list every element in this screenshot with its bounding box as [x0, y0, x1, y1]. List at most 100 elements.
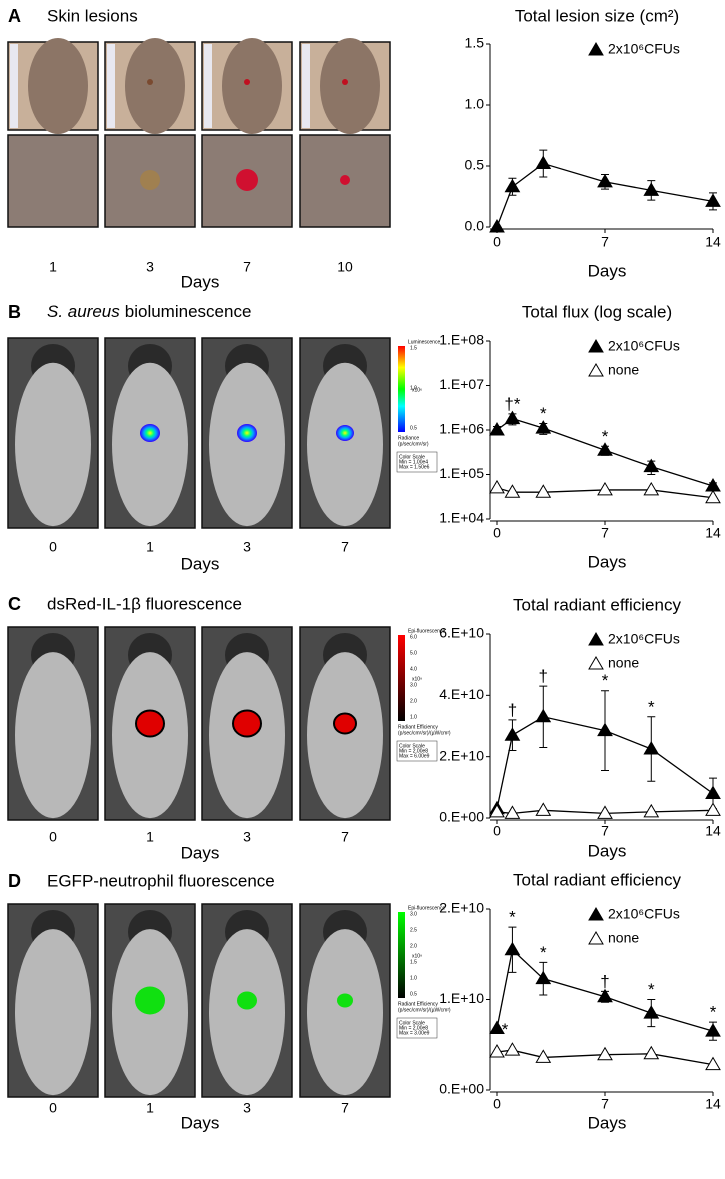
y-tick-label: 1.E+10 [439, 990, 484, 1006]
signal-spot [237, 991, 257, 1010]
day-label: 1 [146, 1100, 154, 1116]
colorbar-label: Radiance [398, 435, 419, 441]
series-line [496, 716, 714, 809]
legend-symbol [588, 931, 604, 945]
colorbar-tick: 4.0 [410, 666, 417, 672]
y-tick-label: 2.E+10 [439, 900, 484, 916]
colorbar-tick: 0.5 [410, 425, 417, 431]
data-point [535, 420, 552, 434]
x-tick-label: 14 [705, 525, 721, 541]
x-tick-label: 0 [493, 234, 501, 250]
colorbar-max: Max = 1.50e6 [399, 464, 430, 470]
colorbar-min: Min = 2.00e8 [399, 748, 428, 754]
colorbar-title: Luminescence [408, 339, 440, 345]
significance-mark: † [539, 667, 548, 686]
lesion [140, 170, 160, 190]
colorbar-tick: 2.5 [410, 927, 417, 933]
mouse-body [15, 652, 91, 819]
y-tick-label: 1.E+08 [439, 332, 484, 348]
data-point [504, 178, 521, 193]
y-tick-label: 0.E+00 [439, 1081, 484, 1097]
y-tick-label: 0.0 [465, 218, 485, 234]
colorbar-tick: 1.0 [410, 714, 417, 720]
mouse-back [28, 38, 88, 134]
x-tick-label: 7 [601, 234, 609, 250]
colorbar-box [396, 1017, 438, 1039]
x-tick-label: 14 [705, 823, 721, 839]
legend-symbol [588, 363, 604, 377]
days-label: Days [181, 843, 220, 862]
day-label: 1 [146, 539, 154, 555]
significance-mark: * [502, 1020, 509, 1039]
data-point [489, 803, 505, 818]
significance-mark: * [602, 671, 609, 690]
x-tick-label: 7 [601, 525, 609, 541]
x-axis-label: Days [588, 261, 627, 280]
photo [7, 134, 99, 228]
colorbar-tick: 5.0 [410, 650, 417, 656]
ruler [302, 44, 310, 128]
signal-spot [333, 712, 357, 735]
data-point [535, 1049, 552, 1063]
lesion [340, 175, 350, 185]
significance-mark: † [508, 700, 517, 719]
colorbar-scale: Color Scale [399, 1020, 425, 1026]
day-label: 10 [337, 259, 353, 275]
days-label: Days [181, 1113, 220, 1132]
y-tick-label: 1.5 [465, 35, 485, 51]
significance-mark: * [509, 908, 516, 927]
data-point [643, 182, 660, 196]
panel-title: S. aureus bioluminescence [47, 302, 251, 321]
colorbar-unit: x10⁹ [412, 953, 422, 959]
mouse-body [112, 362, 188, 527]
panel-letter: B [8, 302, 21, 322]
colorbar-box [396, 740, 438, 762]
colorbar-title: Epi-fluorescence [408, 628, 445, 634]
data-point [643, 458, 660, 473]
signal-spot [140, 424, 160, 442]
data-point [643, 481, 660, 496]
colorbar-tick: 1.0 [410, 975, 417, 981]
y-tick-label: 1.0 [465, 96, 485, 112]
data-point [705, 193, 721, 207]
y-tick-label: 1.E+07 [439, 376, 484, 392]
colorbar-tick: 1.5 [410, 345, 417, 351]
data-point [504, 484, 521, 498]
colorbar-label: Radiant Efficiency [398, 1001, 438, 1007]
panel-title: dsRed-IL-1β fluorescence [47, 594, 242, 613]
colorbar-title: Epi-fluorescence [408, 905, 445, 911]
legend-label: 2x10⁶CFUs [608, 41, 680, 57]
data-point [705, 785, 721, 799]
colorbar-tick: 1.0 [410, 385, 417, 391]
data-point [535, 970, 552, 985]
day-label: 7 [341, 1100, 349, 1116]
panel-title: Skin lesions [47, 6, 138, 25]
lesion [244, 79, 250, 85]
ruler [107, 44, 115, 128]
y-tick-label: 0.E+00 [439, 809, 484, 825]
ruler [10, 44, 18, 128]
legend-label: 2x10⁶CFUs [608, 338, 680, 354]
mouse-back [222, 38, 282, 134]
x-axis-label: Days [588, 841, 627, 860]
lesion [236, 169, 258, 191]
panel-letter: D [8, 871, 21, 891]
significance-mark: †* [504, 394, 520, 413]
data-point [597, 1046, 613, 1061]
data-point [643, 1005, 660, 1019]
data-point [489, 1043, 505, 1058]
signal-spot [337, 993, 353, 1008]
colorbar-label: Radiant Efficiency [398, 724, 438, 730]
colorbar-tick: 3.0 [410, 911, 417, 917]
data-point [705, 1023, 721, 1037]
x-tick-label: 0 [493, 823, 501, 839]
x-tick-label: 7 [601, 823, 609, 839]
colorbar-unit: x10⁶ [412, 387, 422, 393]
data-point [597, 805, 613, 819]
chart-title: Total lesion size (cm²) [515, 6, 679, 25]
significance-mark: * [648, 697, 655, 716]
day-label: 1 [146, 829, 154, 845]
y-tick-label: 0.5 [465, 157, 485, 173]
colorbar-unit: x10⁹ [412, 676, 422, 682]
